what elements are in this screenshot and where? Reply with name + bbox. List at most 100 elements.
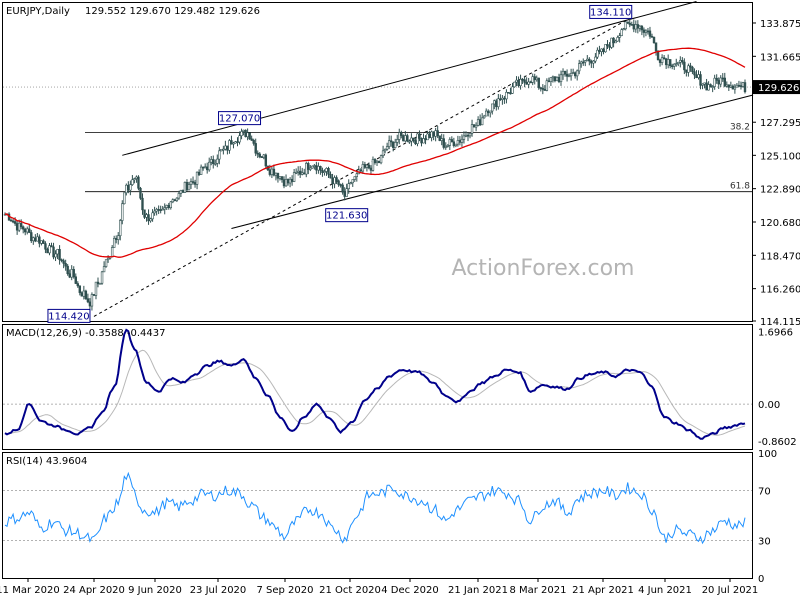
candle-body [638, 25, 642, 29]
x-tick-label: 4 Jun 2021 [638, 585, 692, 596]
candle-body [721, 77, 724, 80]
candle-body [82, 290, 86, 297]
candle-body [590, 60, 593, 64]
candle-body [100, 271, 104, 284]
candle-body [208, 161, 211, 171]
candle-body [68, 273, 71, 278]
candle-body [440, 138, 443, 141]
candle-body [244, 129, 247, 138]
candle-body [468, 132, 472, 137]
candle-body [121, 203, 124, 221]
candle-body [303, 172, 306, 175]
fib-label-38.2: 38.2 [730, 122, 750, 132]
candle-body [527, 81, 530, 85]
candle-body [537, 77, 540, 88]
candle-body [608, 45, 611, 48]
candle-body [727, 84, 731, 88]
candle-body [278, 176, 282, 179]
candle-body [173, 199, 177, 201]
x-tick-label: 21 Oct 2020 [319, 585, 381, 596]
candle-body [436, 130, 439, 137]
candle-body [288, 178, 292, 184]
candle-body [323, 171, 326, 173]
candle-body [187, 184, 191, 191]
candle-body [458, 140, 462, 143]
candle-body [92, 294, 96, 296]
candle-body [513, 81, 516, 88]
candle-body [446, 145, 449, 147]
candle-body [377, 160, 381, 164]
level-label: 127.070 [219, 114, 260, 125]
candle-body [268, 169, 272, 175]
candle-body [658, 59, 662, 63]
candle-body [695, 74, 698, 78]
macd-line [4, 328, 746, 440]
candle-body [737, 84, 741, 87]
candle-body [159, 209, 162, 211]
candle-body [668, 59, 672, 67]
candle-body [448, 139, 452, 146]
candle-body [648, 30, 652, 37]
x-tick-label: 11 Mar 2020 [0, 585, 60, 596]
candle-body [195, 171, 199, 185]
candle-body [416, 133, 419, 145]
candle-body [347, 183, 350, 189]
candle-body [242, 129, 245, 132]
candle-body [454, 143, 458, 147]
candle-body [707, 84, 710, 91]
candle-body [189, 181, 193, 185]
macd-tick-label: 0.00 [758, 400, 780, 411]
candle-body [642, 29, 646, 33]
candle-body [430, 131, 433, 138]
candle-body [620, 29, 623, 36]
candle-body [626, 21, 629, 24]
candle-body [104, 259, 108, 267]
candle-body [335, 177, 338, 182]
candle-body [396, 139, 399, 143]
price-tick-label: 116.260 [760, 285, 800, 296]
candle-body [19, 222, 23, 228]
candle-body [588, 58, 591, 62]
candle-body [717, 80, 720, 85]
watermark: ActionForex.com [452, 256, 635, 281]
candle-body [539, 87, 542, 89]
candle-body [478, 119, 482, 126]
candle-body [98, 282, 102, 285]
candle-body [74, 276, 77, 284]
candle-body [341, 184, 344, 193]
candle-body [339, 184, 342, 186]
candle-body [17, 222, 21, 231]
candle-body [614, 40, 617, 44]
candle-body [319, 166, 322, 171]
candle-body [183, 182, 187, 193]
candle-body [664, 58, 668, 66]
candle-body [681, 60, 684, 63]
candle-body [238, 135, 241, 143]
candle-body [351, 179, 354, 184]
candle-body [699, 74, 702, 86]
candle-body [660, 57, 664, 63]
chart-title: EURJPY,Daily [6, 6, 70, 17]
candle-body [693, 71, 696, 76]
candle-body [50, 245, 53, 248]
candle-body [424, 138, 427, 141]
candle-body [349, 182, 352, 185]
candle-body [476, 119, 480, 126]
candle-body [547, 80, 551, 83]
candle-body [735, 84, 739, 88]
candle-body [480, 117, 484, 126]
candle-body [426, 133, 429, 141]
candle-body [493, 100, 496, 105]
candle-body [203, 166, 207, 169]
candle-body [232, 142, 235, 145]
candle-body [292, 172, 296, 182]
rsi-panel-frame [2, 452, 753, 579]
candle-body [296, 170, 300, 173]
candle-body [30, 232, 33, 242]
candle-body [66, 265, 69, 274]
candle-body [671, 65, 674, 68]
candle-body [739, 85, 743, 87]
candle-body [578, 63, 581, 72]
candle-body [141, 197, 144, 211]
candle-body [472, 124, 476, 128]
